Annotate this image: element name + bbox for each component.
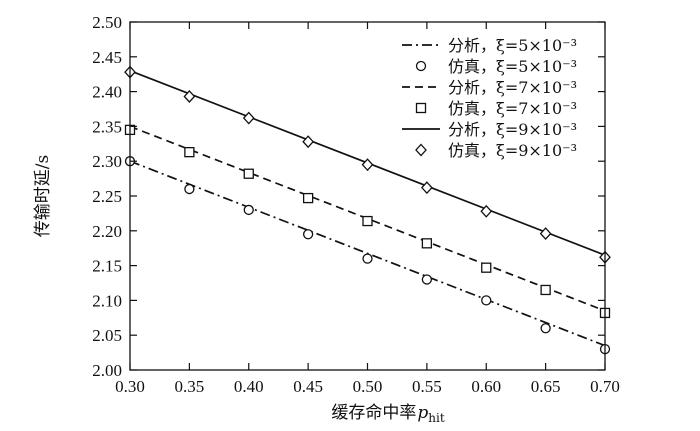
- x-axis-label-text: 缓存命中率: [331, 403, 416, 423]
- ticks-layer: 0.30 0.35 0.40 0.45 0.50 0.55 0.60 0.65 0.70 2.00…: [92, 13, 620, 396]
- data-point-s5-1: [183, 90, 196, 103]
- y-tick-label-4: 2.20: [92, 222, 122, 241]
- data-point-s5-3: [302, 135, 315, 149]
- data-point-s1-2: [243, 204, 254, 216]
- x-tick-label-4: 0.50: [353, 377, 383, 396]
- legend-label-1: 仿真，ξ=5×10⁻³: [448, 57, 577, 76]
- x-tick-label-0: 0.30: [115, 377, 145, 396]
- data-point-s3-3: [302, 192, 314, 204]
- y-tick-label-10: 2.50: [92, 13, 122, 32]
- data-point-s3-1: [184, 147, 195, 158]
- y-tick-label-2: 2.10: [92, 291, 122, 310]
- data-point-s3-7: [540, 284, 551, 296]
- y-tick-label-6: 2.30: [92, 152, 122, 171]
- legend-label-5: 仿真，ξ=9×10⁻³: [448, 141, 577, 160]
- y-tick-label-3: 2.15: [92, 257, 122, 276]
- x-axis-label-var: p: [417, 403, 428, 423]
- y-axis-label: 传输时延/s: [33, 155, 53, 237]
- data-point-s1-1: [184, 183, 195, 195]
- x-tick-label-8: 0.70: [590, 377, 620, 396]
- x-tick-label-7: 0.65: [531, 377, 561, 396]
- legend-label-2: 分析，ξ=7×10⁻³: [448, 78, 577, 97]
- y-tick-label-8: 2.40: [92, 83, 122, 102]
- y-tick-label-7: 2.35: [92, 117, 122, 136]
- y-tick-label-1: 2.05: [92, 326, 122, 345]
- x-tick-label-6: 0.60: [471, 377, 501, 396]
- x-axis-label-sub: hit: [428, 411, 445, 425]
- x-tick-label-2: 0.40: [234, 377, 264, 396]
- series-line-0: [129, 160, 606, 347]
- legend-label-0: 分析，ξ=5×10⁻³: [448, 36, 577, 55]
- data-point-s1-4: [362, 253, 373, 264]
- legend-marker-5: [415, 143, 427, 157]
- data-point-s3-6: [481, 262, 492, 273]
- data-point-s3-2: [243, 168, 254, 179]
- legend-label-4: 分析，ξ=9×10⁻³: [448, 120, 577, 139]
- data-point-s1-3: [302, 229, 314, 240]
- legend-marker-3: [415, 102, 427, 114]
- legend-label-3: 仿真，ξ=7×10⁻³: [448, 99, 577, 118]
- x-tick-label-5: 0.55: [412, 377, 442, 396]
- data-point-s5-5: [420, 181, 433, 195]
- data-point-s1-5: [421, 274, 433, 285]
- y-tick-label-0: 2.00: [92, 361, 122, 380]
- y-tick-label-9: 2.45: [92, 48, 122, 67]
- legend: 分析，ξ=5×10⁻³ 仿真，ξ=5×10⁻³ 分析，ξ=7×10⁻³ 仿真，ξ=7×…: [402, 36, 577, 160]
- data-point-s5-4: [361, 158, 374, 172]
- x-axis-label: 缓存命中率phit: [331, 403, 444, 425]
- data-point-s5-7: [539, 227, 552, 241]
- data-point-s1-7: [540, 323, 551, 334]
- data-point-s1-6: [481, 295, 492, 306]
- y-tick-label-5: 2.25: [92, 187, 122, 206]
- x-tick-label-1: 0.35: [175, 377, 205, 396]
- x-tick-label-3: 0.45: [293, 377, 323, 396]
- data-point-s5-6: [480, 204, 493, 218]
- data-point-s3-4: [362, 215, 373, 227]
- legend-marker-1: [415, 60, 427, 72]
- data-point-s5-2: [242, 111, 255, 125]
- data-point-s3-5: [421, 238, 433, 249]
